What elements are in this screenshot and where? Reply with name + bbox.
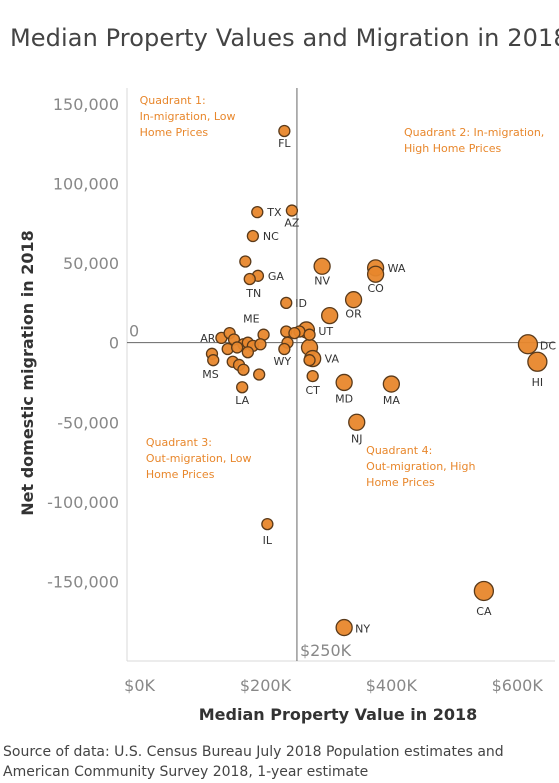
- point-label-tn: TN: [245, 287, 261, 300]
- reference-line-y-label: 0: [129, 322, 139, 341]
- data-point: [303, 354, 316, 367]
- data-point-il: [261, 517, 274, 531]
- y-tick-label: 0: [109, 334, 119, 353]
- source-line-2: American Community Survey 2018, 1-year e…: [3, 764, 369, 780]
- quadrant-annotation-line: Quadrant 1:: [140, 94, 206, 107]
- data-point: [254, 338, 267, 351]
- point-label-wa: WA: [388, 262, 406, 275]
- point-label-or: OR: [345, 308, 362, 321]
- quadrant-annotation-line: Home Prices: [366, 476, 435, 489]
- point-label-ny: NY: [355, 623, 370, 636]
- x-tick-label: $600K: [492, 676, 544, 695]
- data-point-nc: [246, 229, 260, 243]
- data-points: [205, 124, 548, 637]
- data-point: [237, 363, 250, 376]
- point-label-ca: CA: [476, 605, 492, 618]
- data-point: [303, 328, 316, 341]
- point-label-me: ME: [243, 313, 259, 326]
- x-tick-label: $0K: [124, 676, 155, 695]
- point-label-co: CO: [367, 282, 384, 295]
- point-label-ut: UT: [318, 325, 333, 338]
- chart-title: Median Property Values and Migration in …: [10, 24, 559, 52]
- quadrant-annotation-line: Out-migration, Low: [146, 452, 252, 465]
- data-point-ma: [382, 375, 401, 393]
- quadrant-annotation-3: Quadrant 3: Out-migration, Low Home Prices: [146, 436, 252, 481]
- data-point-tx: [251, 205, 264, 219]
- source-note: Source of data: U.S. Census Bureau July …: [3, 742, 559, 782]
- data-point-nj: [348, 413, 366, 431]
- source-line-1: Source of data: U.S. Census Bureau July …: [3, 744, 504, 760]
- point-label-ct: CT: [305, 384, 320, 397]
- point-label-md: MD: [335, 392, 353, 405]
- chart-axes: 150,000 100,000 50,000 0 -50,000 -100,000 -150…: [18, 88, 555, 724]
- data-point-wy: [278, 342, 291, 356]
- x-axis-title: Median Property Value in 2018: [199, 705, 478, 724]
- quadrant-annotation-line: Quadrant 2: In-migration,: [404, 126, 544, 139]
- data-point-nv: [313, 257, 331, 275]
- point-label-ma: MA: [383, 394, 400, 407]
- quadrant-annotation-line: Home Prices: [146, 468, 215, 481]
- point-label-fl: FL: [278, 137, 291, 150]
- data-point-tn: [243, 272, 256, 286]
- data-point-hi: [527, 351, 548, 372]
- quadrant-annotation-line: Home Prices: [140, 126, 209, 139]
- y-tick-label: -150,000: [47, 572, 119, 591]
- quadrant-annotation-4: Quadrant 4: Out-migration, High Home Price…: [366, 444, 475, 489]
- y-axis-title: Net domestic migration in 2018: [18, 230, 37, 516]
- quadrant-annotation-line: In-migration, Low: [140, 110, 236, 123]
- data-point: [253, 368, 266, 381]
- quadrant-annotations: Quadrant 1: In-migration, Low Home Prices Q…: [140, 94, 545, 489]
- point-label-tx: TX: [266, 206, 282, 219]
- quadrant-annotation-line: Quadrant 4:: [366, 444, 432, 457]
- data-point: [288, 326, 301, 340]
- point-label-ga: GA: [268, 270, 285, 283]
- data-point-ca: [473, 580, 495, 602]
- data-point: [321, 306, 339, 325]
- point-label-il: IL: [263, 534, 273, 547]
- point-label-nj: NJ: [351, 432, 362, 445]
- y-tick-label: 150,000: [53, 95, 119, 114]
- data-point: [241, 346, 254, 359]
- data-point-fl: [278, 124, 291, 138]
- x-tick-label: $400K: [366, 676, 418, 695]
- point-label-ms: MS: [202, 368, 218, 381]
- data-point-or: [344, 291, 363, 309]
- reference-line-x-label: $250K: [300, 641, 352, 660]
- data-point-id: [280, 296, 293, 310]
- quadrant-annotation-line: Out-migration, High: [366, 460, 475, 473]
- data-point: [230, 341, 244, 354]
- data-point-az: [285, 204, 299, 217]
- quadrant-annotation-2: Quadrant 2: In-migration, High Home Price…: [404, 126, 544, 155]
- point-label-ar: AR: [200, 332, 216, 345]
- point-label-nc: NC: [263, 230, 279, 243]
- point-label-la: LA: [235, 394, 249, 407]
- data-point-dc: [517, 334, 539, 355]
- x-tick-label: $200K: [240, 676, 292, 695]
- quadrant-annotation-1: Quadrant 1: In-migration, Low Home Prices: [140, 94, 236, 139]
- data-point-ny: [335, 618, 353, 637]
- data-point-md: [335, 373, 353, 392]
- data-point: [239, 255, 252, 268]
- y-tick-label: -100,000: [47, 493, 119, 512]
- point-label-va: VA: [325, 353, 340, 366]
- point-label-az: AZ: [284, 217, 300, 230]
- quadrant-annotation-line: High Home Prices: [404, 142, 502, 155]
- point-label-dc: DC: [540, 339, 556, 352]
- data-point-co: [366, 265, 385, 283]
- point-label-wy: WY: [274, 355, 292, 368]
- data-point: [207, 354, 220, 367]
- data-point-la: [236, 381, 249, 394]
- y-tick-label: 100,000: [53, 175, 119, 194]
- point-label-hi: HI: [532, 376, 544, 389]
- y-tick-label: -50,000: [57, 413, 119, 432]
- quadrant-annotation-line: Quadrant 3:: [146, 436, 212, 449]
- y-tick-label: 50,000: [63, 254, 119, 273]
- point-label-nv: NV: [314, 274, 330, 287]
- point-label-id: ID: [295, 297, 307, 310]
- data-point-ct: [306, 369, 319, 383]
